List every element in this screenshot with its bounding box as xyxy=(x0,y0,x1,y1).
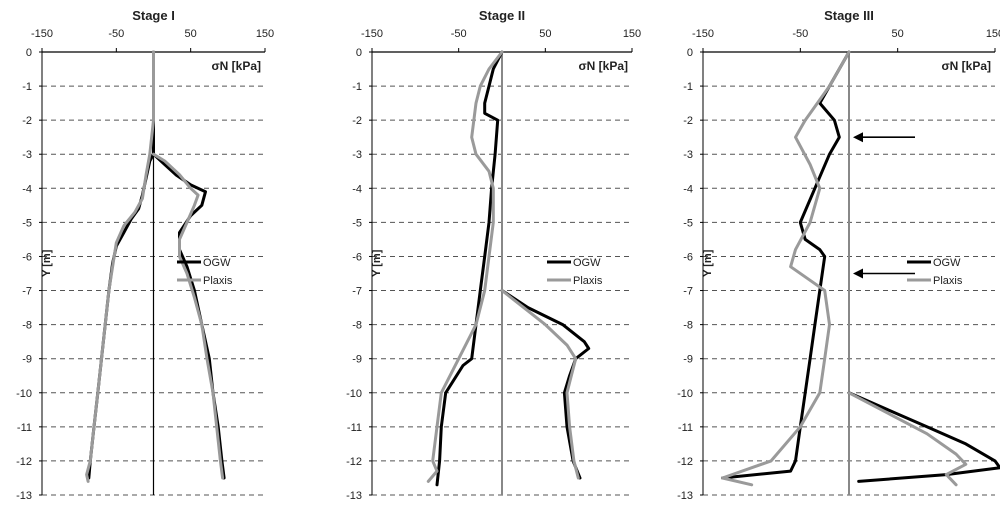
x-tick-label: -50 xyxy=(792,28,808,40)
y-tick-label: -4 xyxy=(683,183,693,195)
y-tick-label: -7 xyxy=(22,286,32,298)
y-tick-label: -2 xyxy=(352,115,362,127)
y-tick-label: -11 xyxy=(17,422,32,434)
y-tick-label: -9 xyxy=(683,354,693,366)
y-tick-label: -4 xyxy=(352,183,362,195)
chart-title: Stage II xyxy=(479,8,525,23)
y-tick-label: -12 xyxy=(346,456,362,468)
y-tick-label: -2 xyxy=(683,115,693,127)
y-tick-label: -9 xyxy=(22,354,32,366)
y-tick-label: -10 xyxy=(16,388,32,400)
y-tick-label: -9 xyxy=(352,354,362,366)
chart-title: Stage III xyxy=(824,8,874,23)
panel-stage-1: Stage I -150 -50 50 150 0 -1 -2 -3 -4 -5 -6 -7 -8 -9 -1… xyxy=(16,8,274,502)
series-line-ogw xyxy=(435,50,504,487)
y-tick-label: -6 xyxy=(352,251,362,263)
panel-stage-2: Stage II -150 -50 50 150 0 -1 -2 -3 -4 -5 -6 -7 -8 -9 -… xyxy=(346,8,641,502)
x-tick-label: 150 xyxy=(986,28,1000,40)
x-tick-label: -50 xyxy=(108,28,124,40)
series-line-plaxis xyxy=(847,391,968,487)
annotation-arrowhead xyxy=(853,132,863,143)
x-axis-label: σN [kPa] xyxy=(941,59,991,73)
x-tick-label: -150 xyxy=(692,28,714,40)
y-tick-label: -1 xyxy=(22,81,32,93)
legend-label: OGW xyxy=(203,257,231,269)
y-tick-label: -12 xyxy=(677,456,693,468)
y-tick-label: -11 xyxy=(347,422,362,434)
y-tick-label: -10 xyxy=(346,388,362,400)
x-tick-label: -150 xyxy=(31,28,53,40)
y-tick-label: -6 xyxy=(683,251,693,263)
y-tick-label: -8 xyxy=(683,320,693,332)
y-tick-label: -13 xyxy=(677,490,693,502)
y-tick-label: -7 xyxy=(683,286,693,298)
x-tick-label: -50 xyxy=(451,28,467,40)
y-tick-label: -6 xyxy=(22,251,32,263)
y-tick-label: -10 xyxy=(677,388,693,400)
legend-label: OGW xyxy=(573,257,601,269)
y-tick-label: -2 xyxy=(22,115,32,127)
y-tick-label: -3 xyxy=(352,149,362,161)
y-tick-label: -1 xyxy=(352,81,362,93)
y-tick-label: -12 xyxy=(16,456,32,468)
y-axis-label: Y [m] xyxy=(41,249,53,277)
series-line-plaxis xyxy=(500,289,580,480)
y-axis-label: Y [m] xyxy=(702,249,714,277)
legend-label: Plaxis xyxy=(933,275,963,287)
y-tick-label: 0 xyxy=(356,47,362,59)
series-line-ogw xyxy=(87,50,155,480)
y-tick-label: -3 xyxy=(22,149,32,161)
y-tick-label: -7 xyxy=(352,286,362,298)
x-tick-label: 50 xyxy=(892,28,904,40)
y-tick-label: 0 xyxy=(26,47,32,59)
x-tick-label: -150 xyxy=(361,28,383,40)
y-tick-label: -8 xyxy=(22,320,32,332)
series-line-plaxis xyxy=(152,152,225,480)
series-line-plaxis xyxy=(721,50,851,487)
x-tick-label: 150 xyxy=(256,28,274,40)
x-axis-label: σN [kPa] xyxy=(211,59,261,73)
y-axis-label: Y [m] xyxy=(371,249,383,277)
annotation-arrowhead xyxy=(853,268,863,279)
y-tick-label: -3 xyxy=(683,149,693,161)
y-tick-label: -13 xyxy=(346,490,362,502)
y-tick-label: -13 xyxy=(16,490,32,502)
y-tick-label: -5 xyxy=(683,217,693,229)
y-tick-label: -11 xyxy=(678,422,693,434)
y-tick-label: -8 xyxy=(352,320,362,332)
series-line-plaxis xyxy=(85,50,155,483)
x-tick-label: 50 xyxy=(185,28,197,40)
series-line-plaxis xyxy=(426,50,504,483)
series-line-ogw xyxy=(721,50,851,480)
x-tick-label: 50 xyxy=(539,28,551,40)
series-line-ogw xyxy=(847,391,1000,483)
series-line-ogw xyxy=(500,289,591,480)
x-tick-label: 150 xyxy=(623,28,641,40)
y-tick-label: -5 xyxy=(22,217,32,229)
legend-label: Plaxis xyxy=(203,275,233,287)
y-tick-label: -5 xyxy=(352,217,362,229)
series-line-ogw xyxy=(152,152,226,480)
x-axis-label: σN [kPa] xyxy=(578,59,628,73)
y-tick-label: -4 xyxy=(22,183,32,195)
legend-label: OGW xyxy=(933,257,961,269)
y-tick-label: -1 xyxy=(683,81,693,93)
y-tick-label: 0 xyxy=(687,47,693,59)
chart-title: Stage I xyxy=(132,8,175,23)
panel-stage-3: Stage III -150 -50 50 150 0 -1 -2 -3 -4 -5 -6 -7 -8 -9… xyxy=(677,8,1000,502)
legend-label: Plaxis xyxy=(573,275,603,287)
